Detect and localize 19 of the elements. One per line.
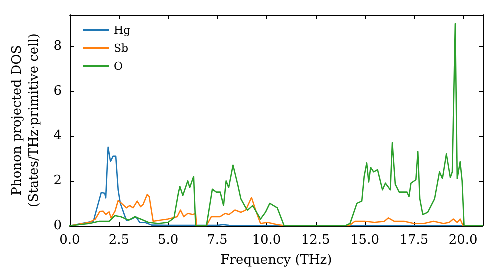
x-tick-label: 20.0 xyxy=(448,233,478,248)
y-tick-label: 2 xyxy=(54,174,62,189)
x-tick-label: 7.5 xyxy=(207,233,228,248)
y-tick-label: 4 xyxy=(54,128,62,144)
legend-label: Sb xyxy=(114,42,129,55)
x-tick-label: 0.0 xyxy=(60,233,80,248)
x-tick-label: 12.5 xyxy=(301,233,330,248)
y-tick-label: 8 xyxy=(54,38,62,54)
y-tick-label: 6 xyxy=(54,84,62,99)
x-axis-title: Frequency (THz) xyxy=(220,252,332,268)
x-tick-label: 2.5 xyxy=(108,233,130,248)
y-axis-title: Phonon projected DOS (States/THz·primitive cell) xyxy=(10,33,42,208)
legend-label: O xyxy=(114,60,124,73)
x-tick-label: 5.0 xyxy=(158,233,179,248)
y-tick-label: 0 xyxy=(54,218,62,234)
x-tick-label: 15.0 xyxy=(350,233,380,248)
legend-label: Hg xyxy=(114,24,131,37)
x-tick-label: 10.0 xyxy=(252,233,282,248)
x-tick-label: 17.5 xyxy=(400,233,429,248)
